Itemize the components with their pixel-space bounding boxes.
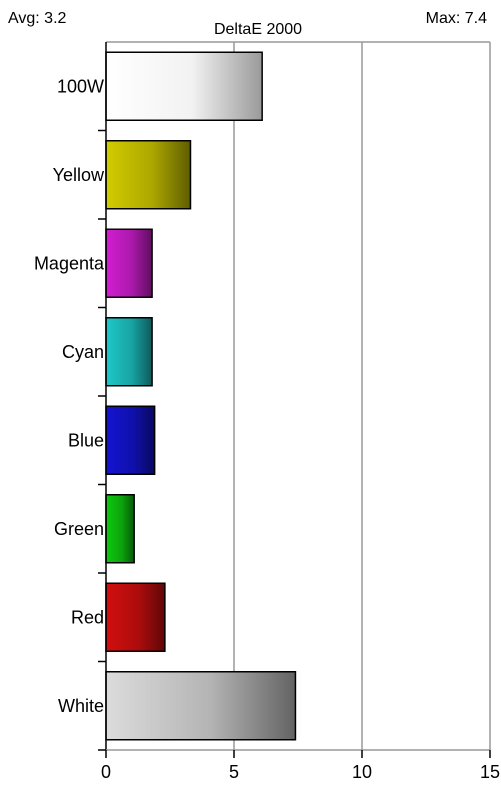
bar-blue	[105, 405, 156, 475]
bar-red	[105, 582, 166, 652]
bar-white	[105, 671, 297, 741]
category-label: Magenta	[34, 253, 105, 273]
bar-100w	[105, 51, 263, 121]
category-label: Red	[71, 607, 104, 627]
category-label: Cyan	[62, 342, 104, 362]
max-label: Max: 7.4	[425, 10, 487, 27]
category-label: White	[58, 696, 104, 716]
x-tick-label: 0	[101, 762, 111, 782]
bar-green	[105, 494, 135, 564]
average-label: Avg: 3.2	[8, 10, 67, 27]
x-tick-label: 5	[229, 762, 239, 782]
category-label: Blue	[68, 430, 104, 450]
category-label: Yellow	[53, 165, 105, 185]
x-tick-label: 15	[480, 762, 500, 782]
bar-magenta	[105, 228, 153, 298]
category-label: 100W	[57, 76, 104, 96]
bar-yellow	[105, 140, 192, 210]
x-tick-label: 10	[352, 762, 372, 782]
chart-title: DeltaE 2000	[213, 21, 303, 38]
category-label: Green	[54, 519, 104, 539]
bar-cyan	[105, 317, 153, 387]
